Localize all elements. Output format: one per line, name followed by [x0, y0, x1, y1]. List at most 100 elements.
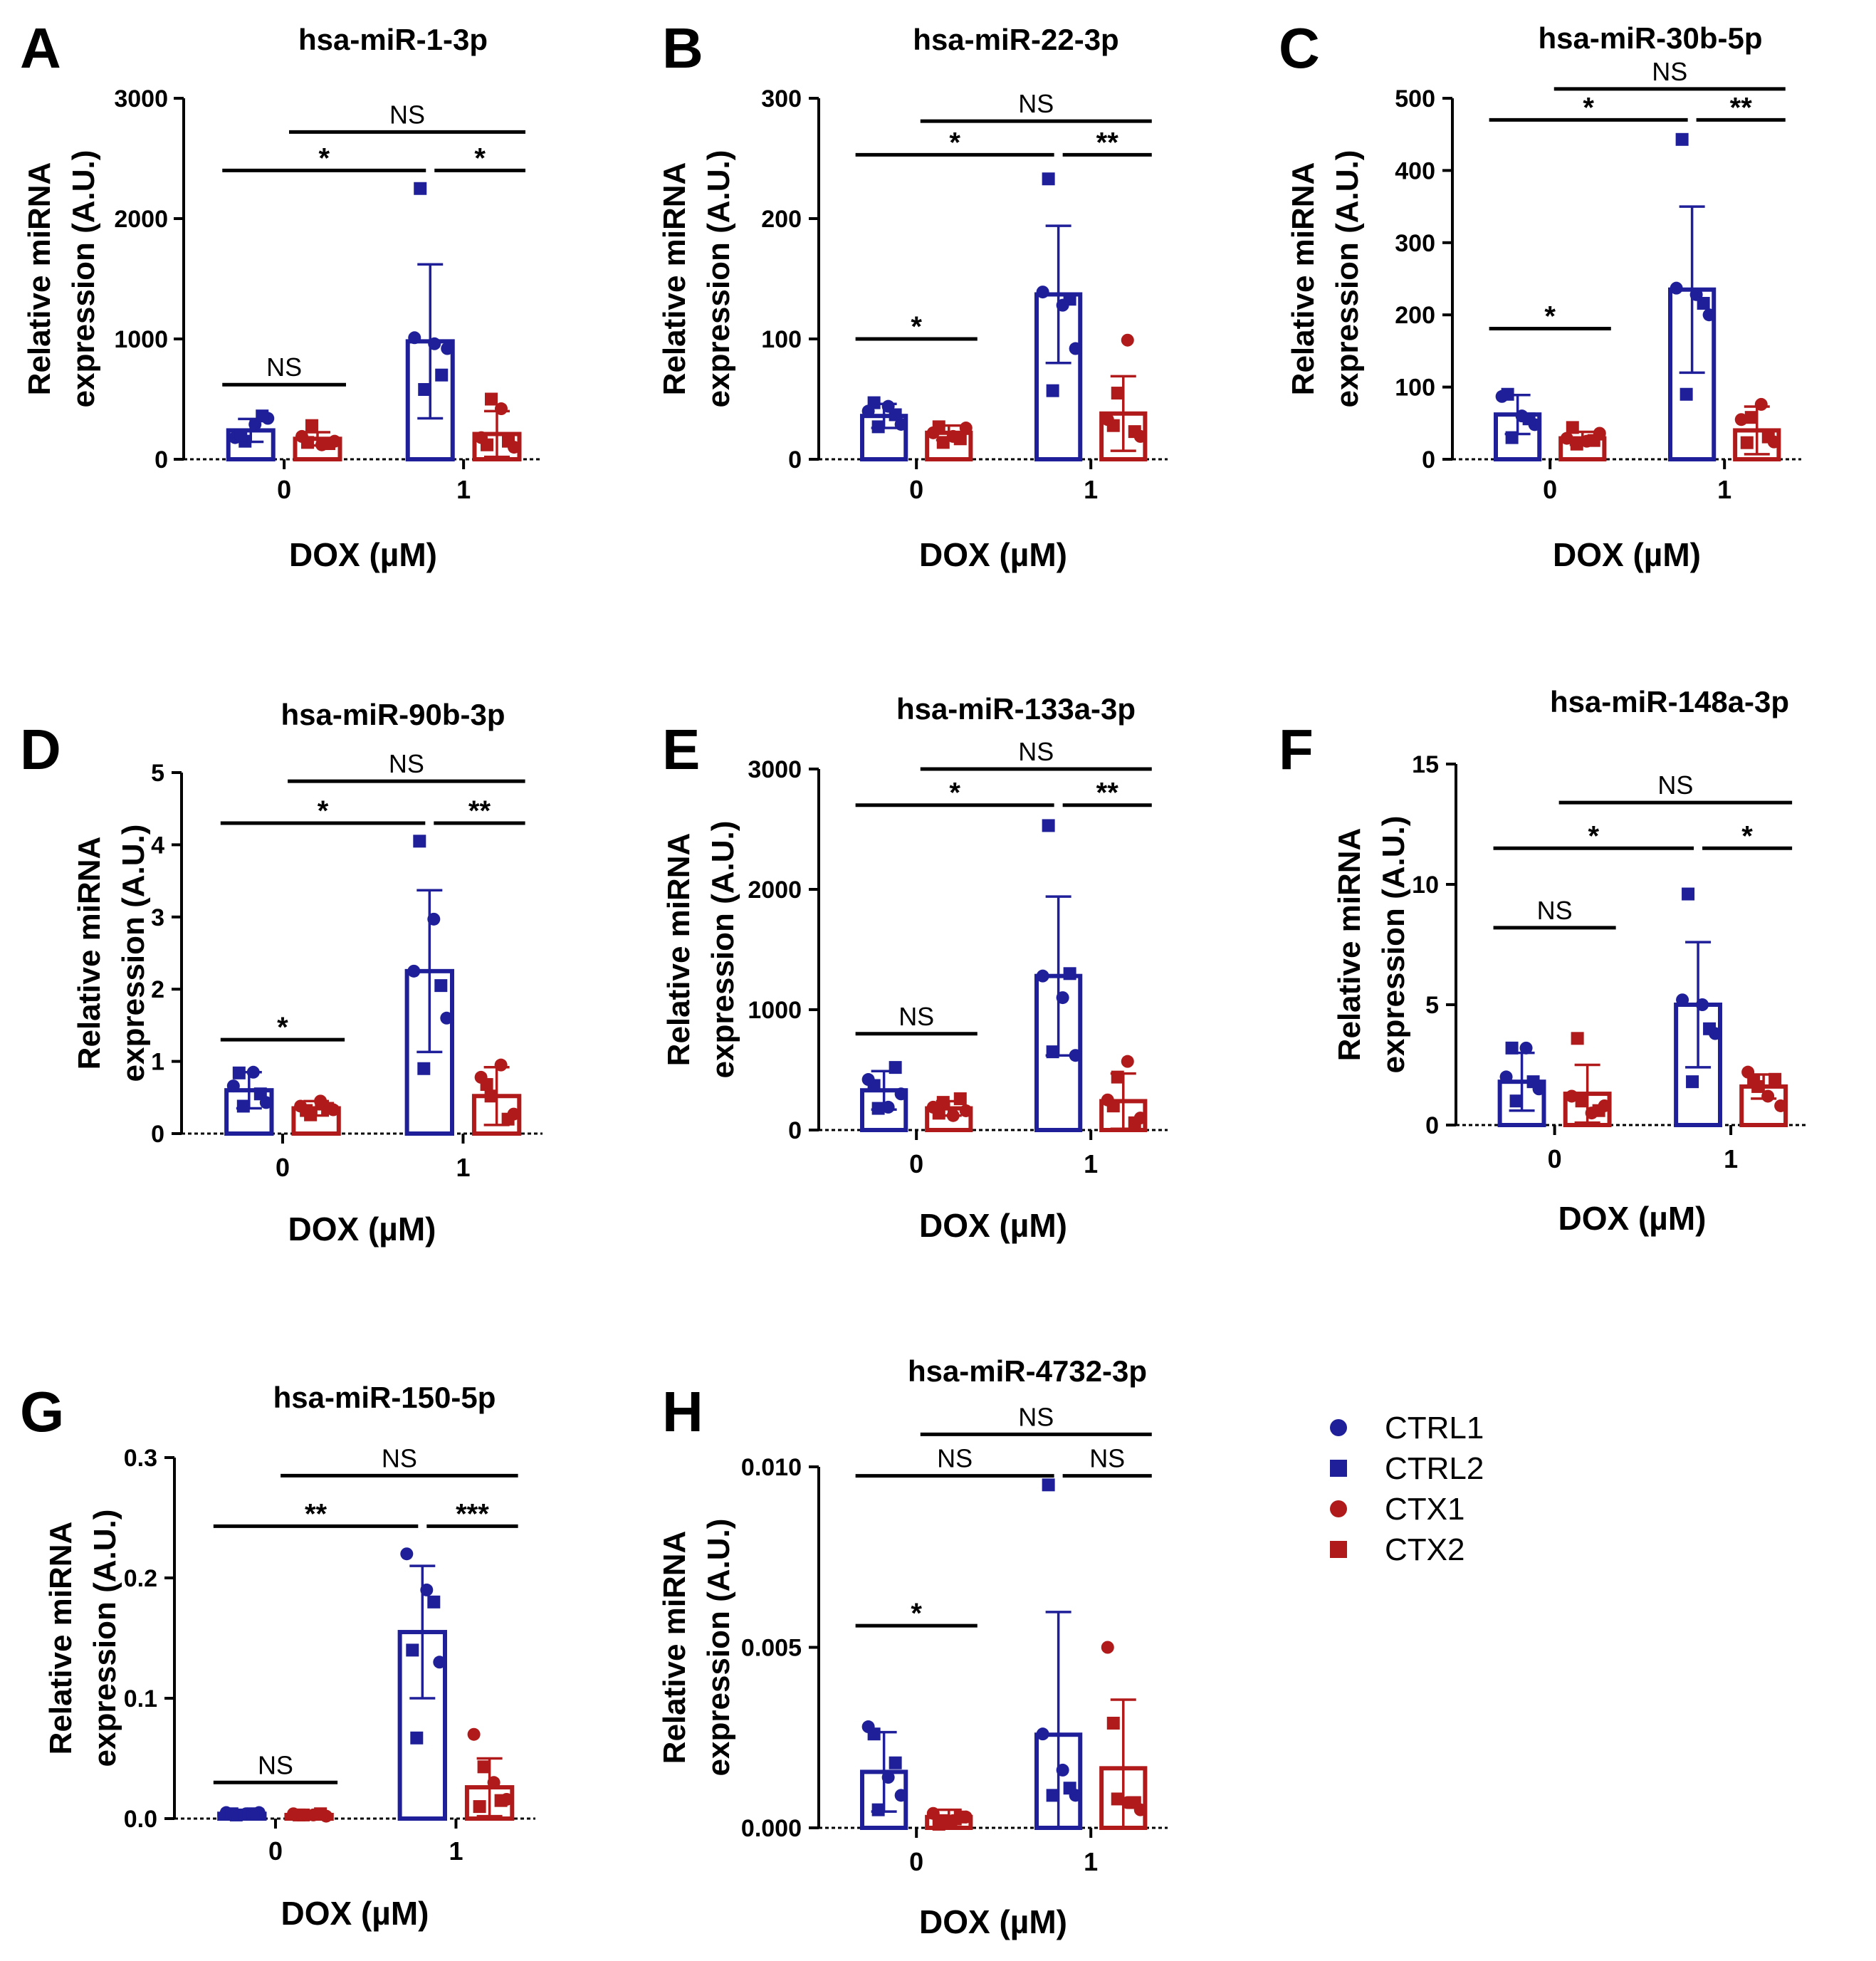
point-ctrl2	[871, 1803, 885, 1816]
significance-label: *	[1741, 820, 1753, 852]
point-ctrl2	[1522, 412, 1536, 426]
y-axis-label-g: Relative miRNA expression (A.U.)	[43, 1510, 122, 1767]
point-ctrl2	[1675, 132, 1689, 146]
point-ctrl2	[1697, 296, 1710, 310]
significance-label: NS	[1018, 1402, 1054, 1431]
x-tick-label: 0	[276, 1153, 290, 1182]
y-axis-label-line2: expression (A.U.)	[1330, 150, 1365, 408]
x-axis-title: DOX (µM)	[919, 1903, 1067, 1940]
y-axis-label-line1: Relative miRNA	[1286, 162, 1321, 396]
y-tick-label: 1	[151, 1049, 164, 1076]
significance-label: *	[949, 778, 960, 809]
y-axis-label-h: Relative miRNA expression (A.U.)	[657, 1519, 736, 1777]
x-axis-title: DOX (µM)	[288, 1210, 436, 1248]
y-tick-label: 0	[788, 446, 802, 474]
point-ctrl1	[1056, 991, 1069, 1005]
point-ctrl1	[440, 1011, 454, 1025]
significance-label: NS	[898, 1002, 934, 1031]
x-tick-label: 1	[1084, 1847, 1098, 1876]
panel-title-b: hsa-miR-22-3p	[913, 23, 1118, 56]
panel-title-g: hsa-miR-150-5p	[273, 1381, 496, 1414]
x-axis-title: DOX (µM)	[1553, 536, 1701, 573]
y-axis-label-line2: expression (A.U.)	[701, 1519, 736, 1777]
legend-marker-ctx2	[1330, 1541, 1347, 1558]
significance-label: NS	[389, 100, 425, 129]
point-ctx1	[1761, 1089, 1775, 1103]
y-axis-label-line2: expression (A.U.)	[116, 825, 151, 1082]
panel-title-f: hsa-miR-148a-3p	[1550, 685, 1789, 718]
point-ctx2	[1566, 421, 1579, 434]
x-tick-label: 0	[277, 475, 291, 504]
point-ctx1	[926, 1806, 940, 1820]
point-ctrl2	[410, 1731, 424, 1745]
point-ctx1	[1121, 1055, 1134, 1068]
significance-label: *	[911, 1598, 922, 1629]
point-ctrl2	[1686, 1075, 1699, 1089]
x-tick-label: 0	[909, 1847, 923, 1876]
y-axis-label-c: Relative miRNA expression (A.U.)	[1286, 150, 1365, 408]
point-ctx2	[1592, 1104, 1605, 1117]
significance-label: **	[1096, 778, 1119, 809]
y-axis-label-line1: Relative miRNA	[72, 837, 107, 1070]
point-ctrl1	[894, 1087, 908, 1101]
y-tick-label: 200	[1395, 302, 1435, 329]
point-ctrl2	[225, 1807, 239, 1821]
point-ctx2	[1128, 425, 1141, 439]
point-ctx1	[467, 1727, 481, 1741]
point-ctrl2	[867, 1079, 881, 1092]
point-ctrl1	[407, 964, 421, 978]
significance-label: NS	[1018, 89, 1054, 118]
point-ctx2	[1106, 419, 1120, 432]
point-ctrl2	[414, 182, 427, 195]
y-tick-label: 0.005	[741, 1635, 802, 1662]
point-ctx1	[1560, 432, 1573, 445]
significance-label: **	[305, 1498, 327, 1529]
y-axis-label-e: Relative miRNA expression (A.U.)	[661, 821, 740, 1079]
point-ctrl1	[1702, 308, 1716, 322]
point-ctx2	[484, 392, 498, 406]
panel-letter-f: F	[1279, 718, 1314, 781]
panel-title-h: hsa-miR-4732-3p	[908, 1354, 1147, 1388]
point-ctrl2	[867, 1727, 881, 1741]
point-ctx2	[477, 1760, 491, 1774]
significance-label: **	[1730, 92, 1753, 123]
significance-label: NS	[1657, 770, 1693, 800]
y-tick-label: 0.2	[124, 1565, 157, 1592]
point-ctx2	[1106, 1099, 1120, 1113]
y-tick-label: 2000	[748, 877, 802, 904]
panel-letter-e: E	[662, 718, 700, 781]
x-axis-title: DOX (µM)	[919, 1207, 1067, 1244]
y-tick-label: 200	[761, 206, 802, 233]
point-ctx1	[1741, 1065, 1755, 1079]
y-tick-label: 4	[151, 832, 164, 859]
point-ctrl1	[246, 1065, 260, 1079]
point-ctrl1	[408, 331, 421, 345]
point-ctx2	[1744, 411, 1758, 424]
point-ctrl1	[894, 417, 908, 431]
y-axis-label-line1: Relative miRNA	[661, 833, 696, 1067]
point-ctrl1	[428, 337, 441, 350]
y-tick-label: 100	[1395, 375, 1435, 402]
point-ctrl2	[435, 368, 449, 382]
point-ctrl1	[1056, 1763, 1069, 1777]
point-ctx2	[1747, 1075, 1761, 1089]
point-ctx2	[322, 437, 335, 451]
point-ctrl1	[1670, 281, 1683, 295]
point-ctrl2	[417, 1062, 431, 1075]
point-ctx2	[1106, 1716, 1120, 1730]
point-ctx1	[1565, 1089, 1578, 1103]
point-ctx1	[1754, 397, 1768, 411]
panel-letter-c: C	[1279, 16, 1320, 80]
point-ctx2	[494, 1794, 508, 1807]
x-tick-label: 1	[1717, 475, 1731, 504]
x-tick-label: 0	[1543, 475, 1557, 504]
point-ctrl2	[1042, 172, 1055, 186]
significance-label: *	[318, 795, 329, 827]
point-ctrl2	[234, 429, 248, 442]
legend-label-ctx1: CTX1	[1385, 1492, 1464, 1527]
